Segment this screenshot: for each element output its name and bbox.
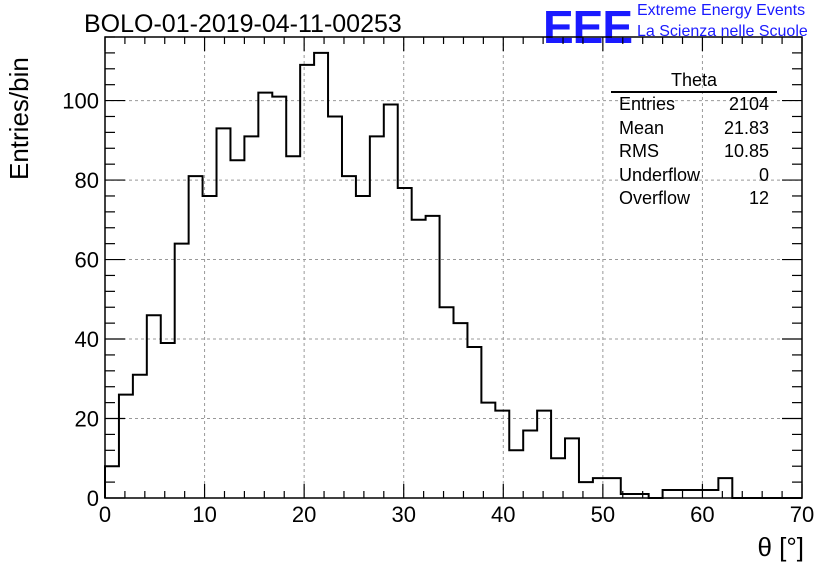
x-tick-label: 60 xyxy=(690,502,714,527)
y-tick-label: 0 xyxy=(87,486,99,511)
stats-title: Theta xyxy=(611,70,777,93)
y-tick-label: 40 xyxy=(75,327,99,352)
plot-frame xyxy=(104,36,803,499)
stat-value: 2104 xyxy=(728,94,769,114)
stat-value: 10.85 xyxy=(723,141,769,161)
stat-value: 0 xyxy=(758,164,769,185)
x-tick-label: 30 xyxy=(391,502,415,527)
x-tick-label: 40 xyxy=(491,502,515,527)
stat-row-rms: RMS 10.85 xyxy=(611,140,777,164)
stat-label: RMS xyxy=(619,141,659,161)
stat-value: 21.83 xyxy=(723,117,769,138)
stat-row-underflow: Underflow 0 xyxy=(611,164,777,188)
stats-box: Theta Entries 2104 Mean 21.83 RMS 10.85 … xyxy=(611,70,777,211)
x-tick-label: 20 xyxy=(292,502,316,527)
x-tick-label: 0 xyxy=(99,502,111,527)
x-tick-label: 10 xyxy=(192,502,216,527)
stat-row-overflow: Overflow 12 xyxy=(611,187,777,211)
x-tick-label: 70 xyxy=(790,502,814,527)
y-tick-label: 20 xyxy=(75,407,99,432)
stat-label: Mean xyxy=(619,117,665,138)
logo-line-1: Extreme Energy Events xyxy=(637,2,806,19)
stat-row-entries: Entries 2104 xyxy=(611,93,777,117)
y-tick-label: 100 xyxy=(62,89,99,114)
y-tick-label: 60 xyxy=(75,248,99,273)
stat-label: Entries xyxy=(619,94,676,114)
stat-label: Underflow xyxy=(619,164,701,185)
stat-row-mean: Mean 21.83 xyxy=(611,117,777,141)
chart-title: BOLO-01-2019-04-11-00253 xyxy=(84,10,402,38)
x-axis-label: θ [°] xyxy=(757,532,804,562)
y-axis-label: Entries/bin xyxy=(4,57,34,180)
histogram-series xyxy=(104,51,802,499)
logo-line-2: La Scienza nelle Scuole xyxy=(637,23,808,40)
stat-label: Overflow xyxy=(619,188,691,208)
y-tick-label: 80 xyxy=(75,168,99,193)
x-tick-label: 50 xyxy=(591,502,615,527)
eee-logo: EEE xyxy=(543,1,633,53)
stat-value: 12 xyxy=(748,188,769,208)
